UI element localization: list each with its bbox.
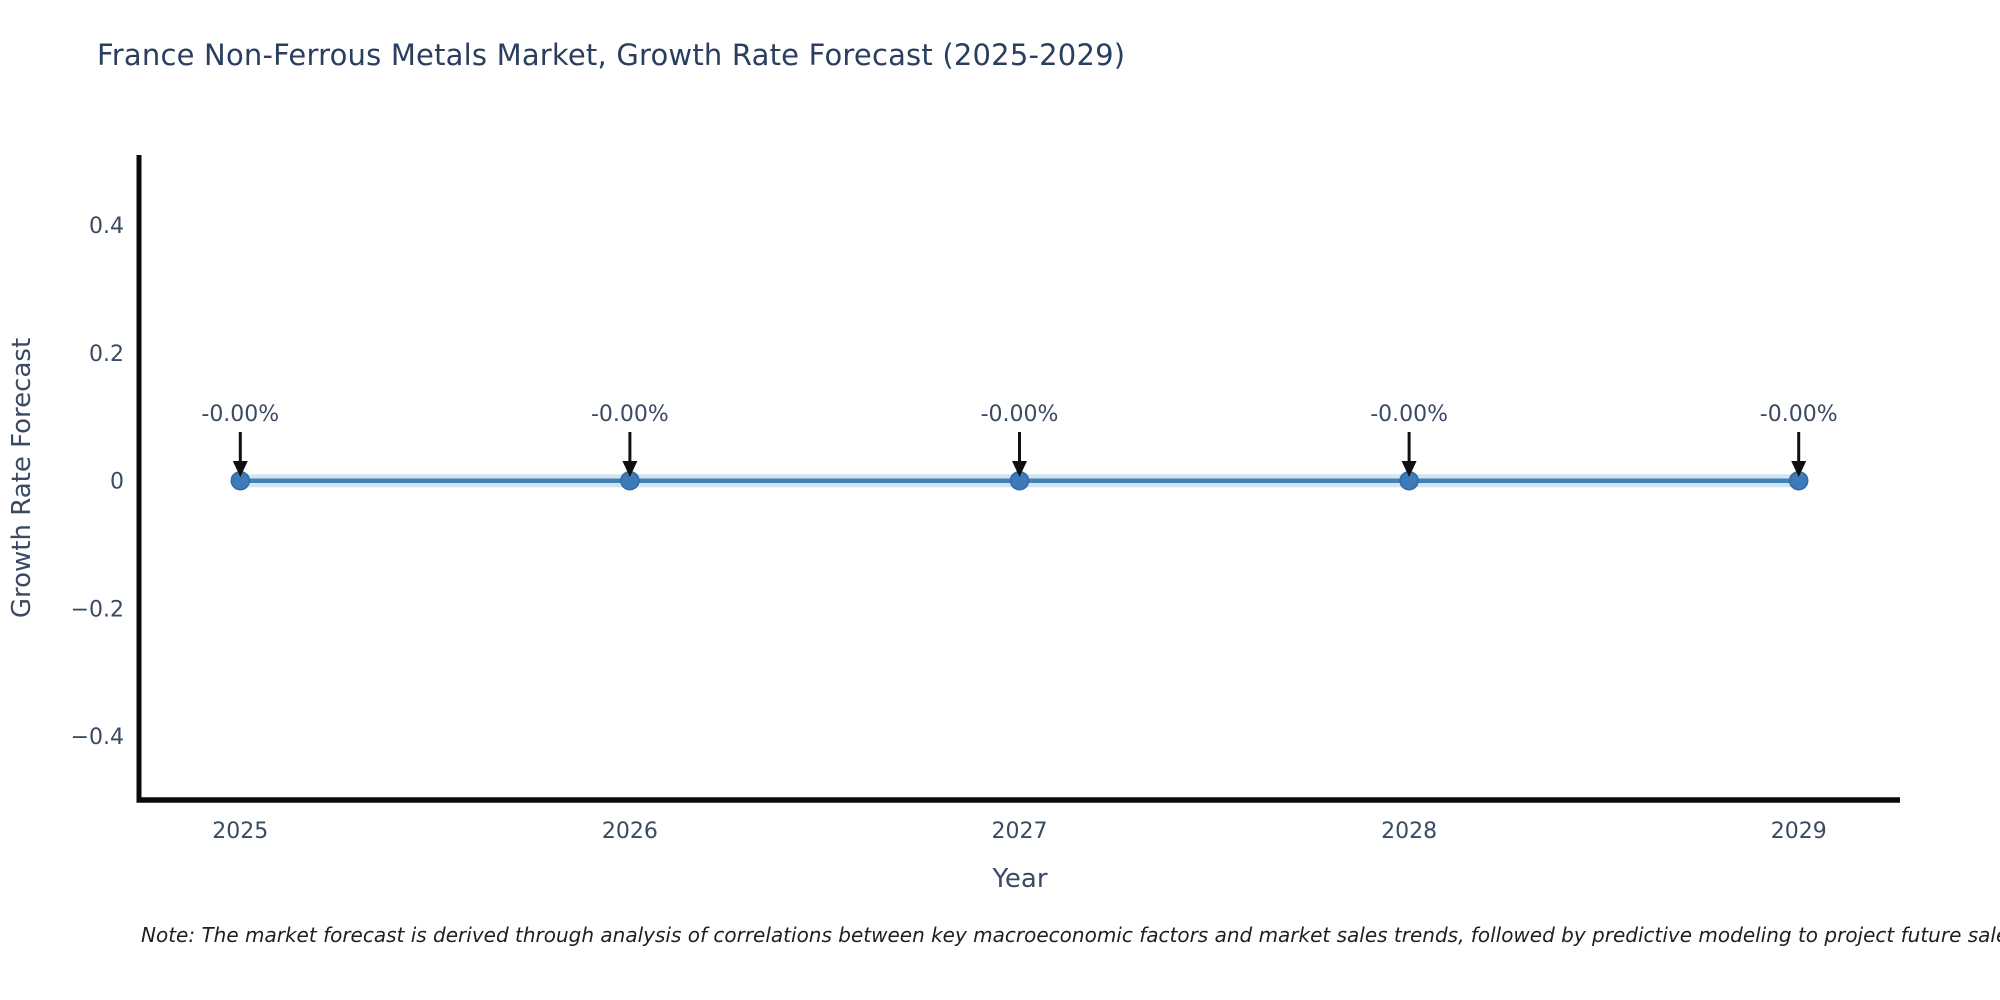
x-tick-label: 2029: [1771, 819, 1827, 844]
annotation-label: -0.00%: [591, 402, 669, 427]
x-tick-label: 2028: [1381, 819, 1437, 844]
annotation-arrow-head: [1791, 461, 1807, 477]
y-tick-label: 0: [110, 470, 124, 495]
annotation-arrow-head: [232, 461, 248, 477]
x-axis-title: Year: [991, 864, 1047, 894]
x-tick-label: 2026: [602, 819, 658, 844]
y-tick-label: 0.2: [89, 342, 124, 367]
x-tick-label: 2027: [992, 819, 1048, 844]
footnote: Note: The market forecast is derived thr…: [141, 923, 2000, 947]
annotation-label: -0.00%: [201, 402, 279, 427]
annotation-arrow-head: [1401, 461, 1417, 477]
chart-title: France Non-Ferrous Metals Market, Growth…: [97, 38, 1126, 72]
annotation-label: -0.00%: [1370, 402, 1448, 427]
y-axis-title: Growth Rate Forecast: [7, 338, 37, 618]
annotation-arrow-head: [622, 461, 638, 477]
annotation-arrow-head: [1012, 461, 1027, 477]
y-tick-label: 0.4: [89, 214, 124, 239]
annotation-label: -0.00%: [1760, 402, 1838, 427]
annotation-label: -0.00%: [981, 402, 1059, 427]
y-tick-label: −0.2: [71, 597, 124, 622]
y-tick-label: −0.4: [71, 725, 124, 750]
x-tick-label: 2025: [212, 819, 268, 844]
